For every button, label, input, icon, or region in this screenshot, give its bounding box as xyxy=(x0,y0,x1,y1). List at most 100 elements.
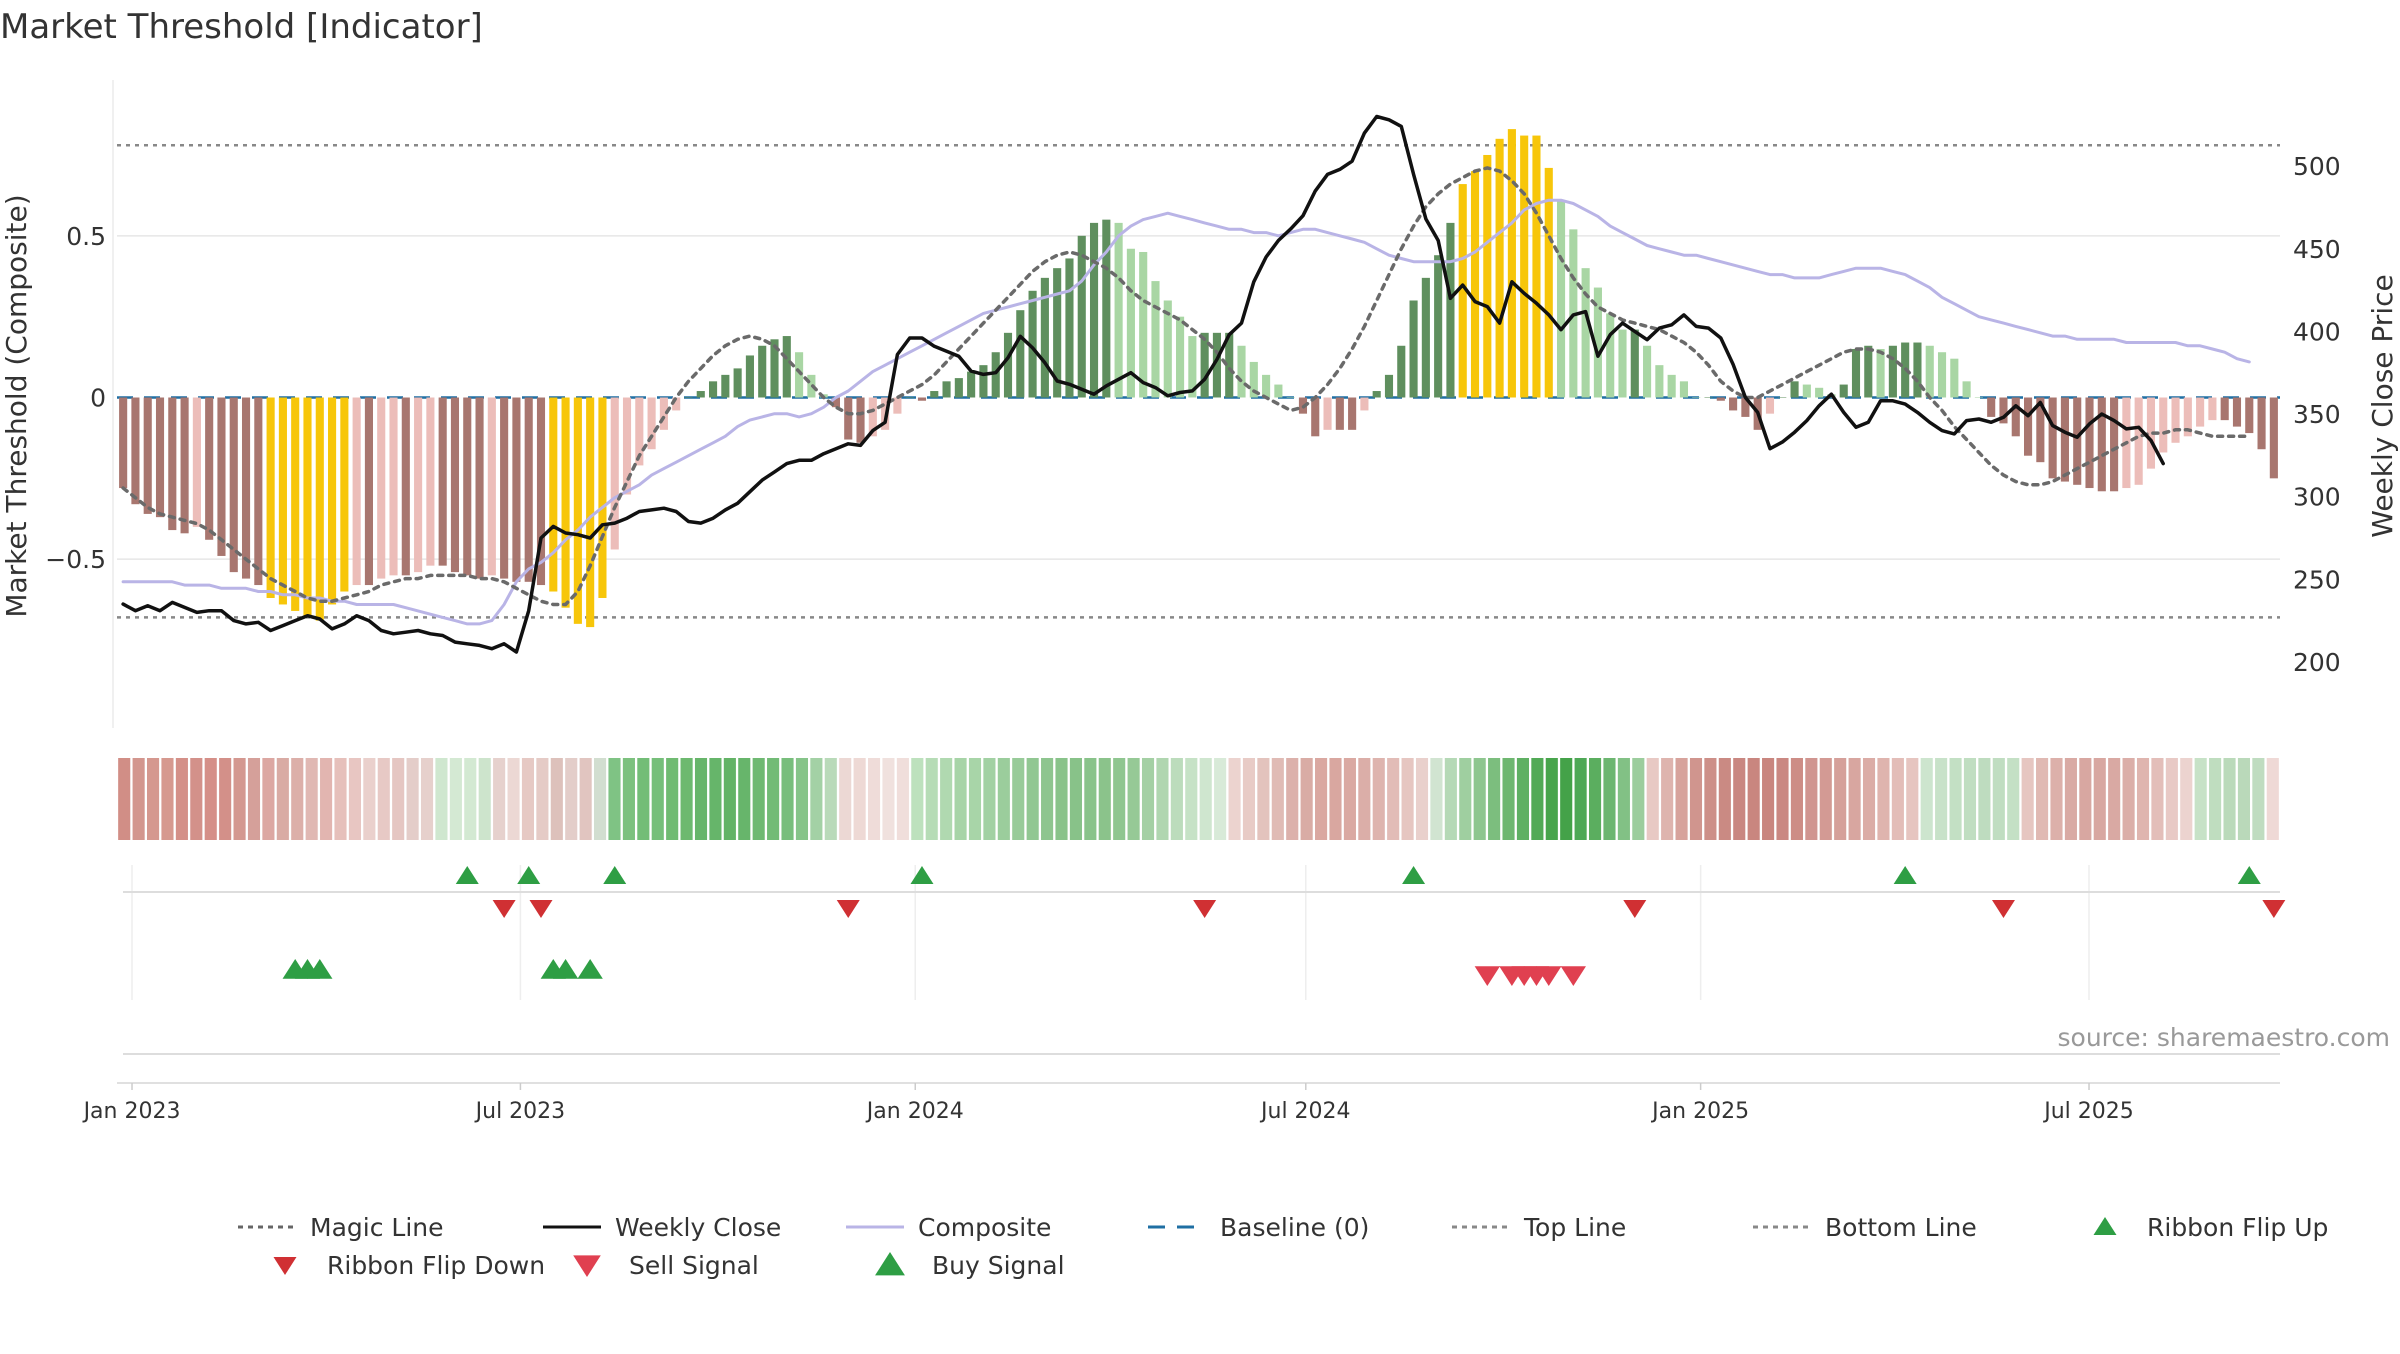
ribbon-cell xyxy=(363,758,376,840)
legend-item: Weekly Close xyxy=(543,1213,781,1242)
composite-bar xyxy=(831,397,841,408)
ribbon-cell xyxy=(2136,758,2150,840)
ribbon-cell xyxy=(233,758,246,840)
composite-bar xyxy=(1839,384,1848,398)
composite-bar xyxy=(1470,171,1480,398)
legend-item: Baseline (0) xyxy=(1148,1213,1369,1242)
ribbon-cell xyxy=(1329,758,1342,840)
composite-bar xyxy=(1913,342,1922,398)
legend-swatch xyxy=(573,1255,601,1277)
ribbon-cell xyxy=(1084,758,1097,840)
legend-label: Baseline (0) xyxy=(1220,1213,1369,1242)
composite-bar xyxy=(1409,300,1418,398)
ribbon-cell xyxy=(348,758,361,840)
x-tick-label: Jul 2024 xyxy=(1259,1099,1351,1124)
composite-bar xyxy=(2073,397,2082,485)
composite-bar xyxy=(1065,258,1074,398)
composite-bar xyxy=(1544,167,1553,398)
legend-item: Sell Signal xyxy=(573,1251,759,1280)
composite-bar xyxy=(1335,397,1344,430)
ribbon-cell xyxy=(536,758,549,840)
composite-bar xyxy=(291,397,300,611)
ribbon-cell xyxy=(276,758,289,840)
composite-bar xyxy=(659,397,668,430)
ribbon-cell xyxy=(824,758,837,840)
composite-bar xyxy=(758,345,767,398)
ribbon-cell xyxy=(1228,758,1241,840)
ribbon-cell xyxy=(1776,758,1789,840)
ribbon-cell xyxy=(2237,758,2251,840)
magic-line xyxy=(121,166,2252,607)
ribbon-cell xyxy=(839,758,852,840)
composite-bar xyxy=(1630,329,1639,398)
composite-bar xyxy=(1802,384,1811,398)
composite-bar xyxy=(254,397,263,586)
ribbon-cell xyxy=(579,758,592,840)
composite-bar xyxy=(745,355,754,398)
legend-item: Buy Signal xyxy=(875,1251,1065,1280)
ribbon-cell xyxy=(2007,758,2020,840)
composite-bar xyxy=(1950,358,1959,398)
composite-bar xyxy=(782,336,791,398)
ribbon-cell xyxy=(1315,758,1328,840)
ribbon-cell xyxy=(2036,758,2049,840)
left-tick-label: 0 xyxy=(90,384,106,413)
composite-bar xyxy=(991,352,1000,398)
composite-bar xyxy=(1704,397,1713,398)
composite-bar xyxy=(1114,222,1123,398)
composite-bar xyxy=(1716,397,1725,401)
ribbon-cell xyxy=(1935,758,1948,840)
composite-bar xyxy=(180,397,189,534)
composite-bar xyxy=(1507,129,1516,398)
composite-bar xyxy=(1667,374,1676,398)
composite-bar xyxy=(1655,365,1664,398)
ribbon-cell xyxy=(1949,758,1962,840)
composite-bar xyxy=(1028,290,1037,398)
legend-swatch xyxy=(2093,1217,2117,1235)
composite-bar xyxy=(1262,374,1271,398)
composite-bar xyxy=(1593,287,1602,398)
composite-bar xyxy=(1815,387,1824,398)
ribbon-flip-down-marker xyxy=(1193,900,1217,918)
composite-bar xyxy=(1323,397,1332,430)
ribbon-cell xyxy=(1978,758,1991,840)
composite-bar xyxy=(1053,268,1062,398)
composite-bar xyxy=(635,397,644,466)
composite-bar xyxy=(967,371,976,398)
composite-bar xyxy=(1384,374,1394,398)
composite-bar xyxy=(2208,397,2217,421)
ribbon-cell xyxy=(651,758,664,840)
ribbon-flip-down-marker xyxy=(836,900,860,918)
ribbon-cell xyxy=(334,758,347,840)
composite-bar xyxy=(1618,329,1627,398)
x-tick-label: Jul 2025 xyxy=(2042,1099,2134,1124)
ribbon-cell xyxy=(925,758,938,840)
ribbon-cell xyxy=(1199,758,1212,840)
ribbon-cell xyxy=(2050,758,2063,840)
composite-bar xyxy=(438,397,447,566)
composite-bar xyxy=(1643,345,1652,398)
composite-bar xyxy=(954,378,963,398)
ribbon-cell xyxy=(1560,758,1573,840)
ribbon-cell xyxy=(1963,758,1977,840)
composite-bar xyxy=(364,397,373,586)
ribbon-cell xyxy=(694,758,708,840)
ribbon-cell xyxy=(175,758,188,840)
legend-item: Top Line xyxy=(1452,1213,1626,1242)
composite-line xyxy=(121,198,2251,626)
source-label: source: sharemaestro.com xyxy=(2058,1023,2391,1052)
composite-bar xyxy=(426,397,435,566)
composite-bar xyxy=(1225,332,1234,398)
composite-bar xyxy=(733,368,742,398)
legend-label: Composite xyxy=(918,1213,1051,1242)
ribbon-cell xyxy=(1459,758,1472,840)
ribbon-cell xyxy=(810,758,823,840)
composite-bar xyxy=(917,397,927,401)
ribbon-cell xyxy=(795,758,809,840)
composite-bar xyxy=(1458,184,1467,398)
ribbon-flip-up-marker xyxy=(1402,866,1426,884)
composite-bar xyxy=(278,397,287,605)
ribbon-cell xyxy=(867,758,881,840)
ribbon-cell xyxy=(1214,758,1227,840)
